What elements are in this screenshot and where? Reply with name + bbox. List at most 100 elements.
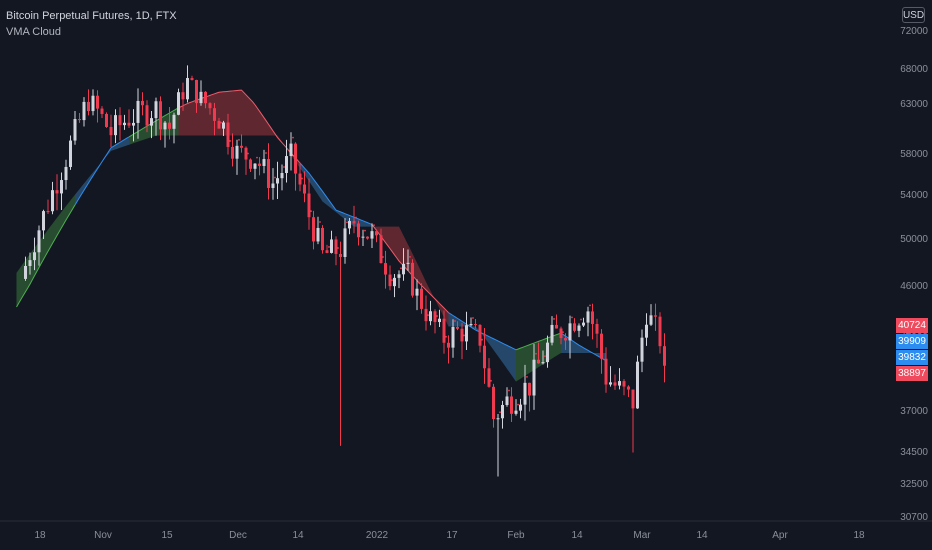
vma-dot (265, 152, 267, 154)
vma-dot (400, 267, 402, 270)
candle-body (595, 323, 599, 334)
candle-body (591, 311, 594, 324)
candle-body (465, 325, 468, 342)
candle-body (258, 163, 261, 166)
vma-dot (337, 247, 339, 249)
candle-body (384, 263, 387, 275)
candle-body (136, 100, 140, 123)
vma-dot (580, 318, 582, 321)
candle-body (172, 114, 176, 129)
vma-upper-line (371, 224, 449, 313)
vma-upper-line (232, 89, 256, 106)
candle-body (649, 315, 653, 325)
x-tick-label: Nov (94, 530, 112, 541)
candle-body (325, 250, 329, 253)
candle-body (537, 359, 540, 364)
candle-body (312, 217, 315, 242)
vma-dot (445, 335, 447, 338)
candle-body (361, 236, 365, 238)
x-axis: 18 Nov 15 Dec 14 2022 17 Feb 14 Mar 14 Apr 18 (0, 520, 932, 541)
candle-body (163, 122, 167, 130)
vma-dot (436, 315, 438, 317)
vma-dot (256, 156, 258, 159)
vma-dot (535, 352, 537, 355)
x-tick-label: 17 (446, 530, 458, 541)
candle-body (622, 381, 626, 387)
candle-body (528, 382, 531, 396)
candles (24, 65, 666, 477)
candle-body (253, 163, 257, 169)
candle-body (132, 122, 135, 126)
candle-body (492, 386, 495, 420)
candle-body (118, 115, 122, 126)
candle-body (357, 223, 360, 238)
candle-body (645, 324, 648, 338)
candle-body (415, 288, 419, 296)
candle-body (289, 143, 293, 157)
candle-body (402, 263, 405, 275)
vma-dot (454, 320, 456, 322)
vma-dot (229, 140, 231, 142)
candle-body (663, 346, 666, 366)
candle-body (249, 159, 252, 169)
y-tick-label: 34500 (900, 447, 928, 458)
y-axis: 7200068000630005800054000500004600042000… (900, 26, 928, 523)
candle-body (298, 173, 302, 185)
vma-dot (427, 314, 429, 317)
candle-body (496, 418, 500, 420)
candle-body (582, 322, 585, 326)
vma-dot (517, 403, 519, 406)
vma-upper-line (299, 162, 337, 211)
x-tick-label: Apr (772, 530, 788, 541)
vma-dot (247, 152, 249, 155)
vma-upper-line (128, 107, 179, 138)
candle-body (411, 262, 414, 296)
candle-body (33, 252, 36, 261)
candle-body (303, 184, 306, 194)
x-tick-label: 18 (853, 530, 865, 541)
x-tick-label: 15 (161, 530, 173, 541)
candle-body (352, 221, 356, 224)
candle-body (618, 381, 621, 386)
y-tick-label: 72000 (900, 26, 928, 37)
vma-upper-line (16, 204, 76, 308)
y-tick-label: 30700 (900, 512, 928, 523)
currency-selector[interactable]: USD (902, 7, 925, 23)
candle-body (87, 101, 90, 112)
vma-dot (589, 304, 591, 307)
candle-body (636, 361, 639, 409)
y-tick-label: 68000 (900, 64, 928, 75)
x-tick-label: 14 (696, 530, 708, 541)
candle-body (235, 145, 239, 159)
candle-body (604, 358, 608, 385)
chart-legend: Bitcoin Perpetual Futures, 1D, FTX VMA C… (6, 8, 177, 40)
candle-body (487, 368, 491, 387)
vma-dot (472, 317, 474, 319)
y-tick-label: 50000 (900, 234, 928, 245)
candle-body (141, 100, 144, 106)
candle-body (321, 227, 324, 251)
candle-body (100, 108, 104, 114)
candle-body (555, 324, 558, 329)
vma-dot (301, 177, 303, 180)
price-badge: 39832 (896, 350, 928, 365)
x-tick-label: 2022 (366, 530, 389, 541)
price-badge: 39909 (896, 334, 928, 349)
vma-dot (364, 229, 366, 232)
candle-body (181, 92, 185, 100)
candle-body (577, 325, 581, 331)
candle-body (505, 396, 509, 405)
candle-body (285, 156, 288, 174)
x-tick-label: Mar (633, 530, 651, 541)
y-tick-label: 37000 (900, 406, 928, 417)
vma-dot (319, 221, 321, 223)
candle-body (442, 318, 446, 343)
indicator-name: VMA Cloud (6, 26, 62, 38)
candle-body (186, 78, 189, 100)
y-tick-label: 54000 (900, 190, 928, 201)
candle-body (330, 239, 333, 253)
candle-body (375, 231, 378, 236)
vma-upper-line (74, 136, 130, 206)
vma-dot (526, 375, 528, 378)
